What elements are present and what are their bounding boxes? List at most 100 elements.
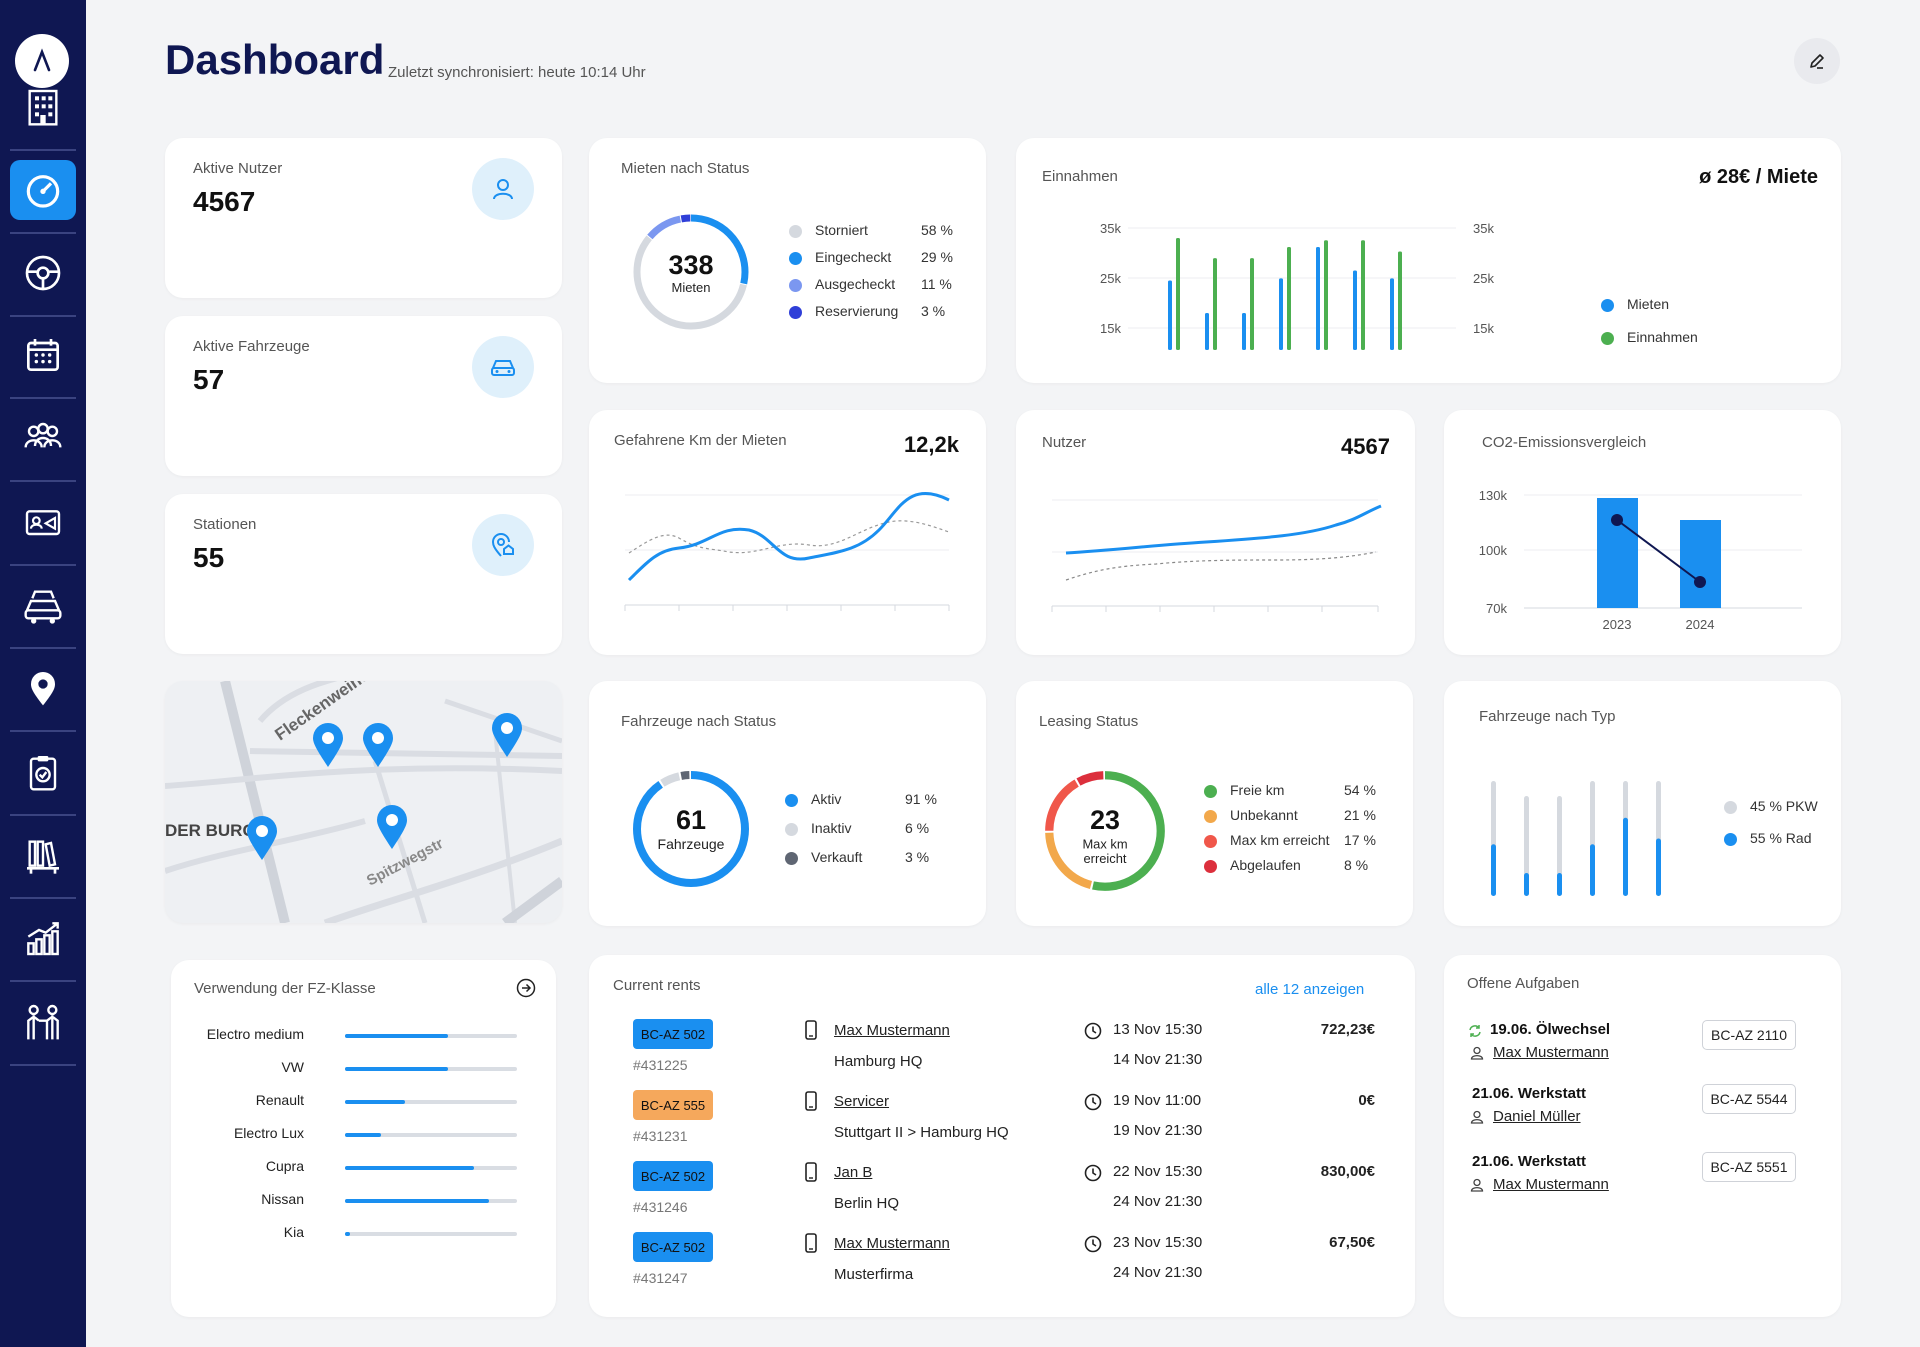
rents-total: 338 bbox=[668, 250, 713, 280]
leasing-total: 23 bbox=[1090, 805, 1120, 835]
rent-user-link[interactable]: Jan B bbox=[834, 1164, 873, 1181]
sidebar-item-people[interactable] bbox=[10, 992, 76, 1052]
rent-user-link[interactable]: Servicer bbox=[834, 1093, 890, 1110]
sidebar-divider bbox=[10, 730, 76, 732]
type-bar-rad bbox=[1590, 844, 1595, 896]
card-title: Leasing Status bbox=[1039, 713, 1139, 730]
users-line-chart bbox=[1051, 499, 1382, 612]
task-user-link[interactable]: Max Mustermann bbox=[1493, 1176, 1609, 1193]
rent-id: #431247 bbox=[633, 1270, 688, 1286]
show-all-link[interactable]: alle 12 anzeigen bbox=[1255, 981, 1365, 998]
calendar-icon bbox=[27, 339, 59, 371]
leasing-donut: 23 Max km erreicht bbox=[1045, 771, 1165, 891]
donut-segment bbox=[633, 214, 749, 330]
kpi-value: 4567 bbox=[193, 186, 256, 217]
y-tick: 130k bbox=[1479, 488, 1508, 503]
station-pin-icon[interactable] bbox=[363, 723, 393, 767]
usage-bar bbox=[345, 1199, 517, 1203]
income-bar-einnahmen bbox=[1213, 258, 1217, 350]
kpi-label: Stationen bbox=[193, 516, 257, 533]
task-user-link[interactable]: Daniel Müller bbox=[1493, 1108, 1581, 1125]
sidebar-divider bbox=[10, 232, 76, 234]
usage-bar bbox=[345, 1133, 517, 1137]
open-arrow-button[interactable] bbox=[516, 978, 536, 1003]
map-canvas[interactable]: Fleckenweine Spitzwegstr DER BURG bbox=[165, 681, 562, 923]
station-pin-icon[interactable] bbox=[313, 723, 343, 767]
card-title: Offene Aufgaben bbox=[1467, 975, 1580, 992]
street-label: Spitzwegstr bbox=[364, 835, 446, 890]
usage-label: Nissan bbox=[261, 1191, 304, 1207]
pencil-icon bbox=[1810, 54, 1824, 69]
sidebar-item-id-card[interactable] bbox=[10, 492, 76, 552]
sidebar-item-clipboard-check[interactable] bbox=[10, 742, 76, 802]
phone-icon bbox=[805, 1233, 817, 1253]
sidebar-divider bbox=[10, 397, 76, 399]
sidebar-item-cars[interactable] bbox=[10, 575, 76, 635]
rent-price: 67,50€ bbox=[1329, 1234, 1375, 1251]
type-bar-track bbox=[1557, 796, 1562, 896]
income-bar-mieten bbox=[1168, 280, 1172, 350]
phone-icon bbox=[805, 1162, 817, 1182]
usage-label: Renault bbox=[255, 1092, 304, 1108]
income-bar-mieten bbox=[1390, 278, 1394, 350]
rent-end: 14 Nov 21:30 bbox=[1113, 1051, 1203, 1068]
sidebar-item-bar-chart[interactable] bbox=[10, 908, 76, 968]
card-title: Fahrzeuge nach Status bbox=[621, 713, 777, 730]
rents-donut: 338 Mieten bbox=[633, 214, 749, 330]
rent-user-link[interactable]: Max Mustermann bbox=[834, 1022, 950, 1039]
app-logo[interactable] bbox=[15, 34, 69, 88]
rent-price: 722,23€ bbox=[1320, 1021, 1375, 1038]
type-bar-rad bbox=[1491, 844, 1496, 896]
card-title: Gefahrene Km der Mieten bbox=[614, 432, 787, 449]
income-bar-mieten bbox=[1353, 270, 1357, 350]
sidebar-item-location-pin[interactable] bbox=[10, 658, 76, 718]
task-user-link[interactable]: Max Mustermann bbox=[1493, 1044, 1609, 1061]
y-tick: 100k bbox=[1479, 543, 1508, 558]
x-tick: 2024 bbox=[1686, 617, 1715, 632]
sidebar-item-building[interactable] bbox=[10, 77, 76, 137]
sync-status: Zuletzt synchronisiert: heute 10:14 Uhr bbox=[388, 64, 646, 81]
sidebar-divider bbox=[10, 564, 76, 566]
usage-label: Kia bbox=[283, 1224, 304, 1240]
kpi-card-vehicles[interactable]: Aktive Fahrzeuge 57 bbox=[165, 316, 562, 476]
income-bar-einnahmen bbox=[1287, 246, 1291, 350]
sidebar bbox=[0, 0, 86, 1347]
kpi-card-users[interactable]: Aktive Nutzer 4567 bbox=[165, 138, 562, 298]
rent-end: 24 Nov 21:30 bbox=[1113, 1264, 1203, 1281]
rent-id: #431246 bbox=[633, 1199, 688, 1215]
rent-location: Musterfirma bbox=[834, 1266, 914, 1283]
plate-badge: BC-AZ 5551 bbox=[1702, 1152, 1796, 1182]
task-title: 21.06. Werkstatt bbox=[1472, 1085, 1586, 1102]
kpi-card-stations[interactable]: Stationen 55 bbox=[165, 494, 562, 654]
card-current-rents: Current rents alle 12 anzeigen BC-AZ 502… bbox=[589, 955, 1415, 1317]
km-total: 12,2k bbox=[903, 432, 959, 457]
sidebar-divider bbox=[10, 480, 76, 482]
sidebar-divider bbox=[10, 315, 76, 317]
rent-id: #431231 bbox=[633, 1128, 688, 1144]
station-pin-icon[interactable] bbox=[377, 805, 407, 849]
stations-map[interactable]: Fleckenweine Spitzwegstr DER BURG bbox=[165, 681, 562, 923]
rent-location: Hamburg HQ bbox=[834, 1053, 923, 1070]
sidebar-item-users-group[interactable] bbox=[10, 408, 76, 468]
sidebar-item-steering-wheel[interactable] bbox=[10, 243, 76, 303]
cars-icon bbox=[24, 590, 62, 624]
sidebar-item-library[interactable] bbox=[10, 825, 76, 885]
sidebar-item-speedometer[interactable] bbox=[10, 160, 76, 220]
arrow-circle-icon bbox=[516, 978, 536, 998]
type-bar-rad bbox=[1623, 817, 1628, 896]
station-pin-icon[interactable] bbox=[247, 816, 277, 860]
income-bar-einnahmen bbox=[1250, 258, 1254, 350]
people-icon bbox=[27, 1004, 59, 1040]
usage-bar bbox=[345, 1034, 517, 1038]
rent-id: #431225 bbox=[633, 1057, 688, 1073]
edit-dashboard-button[interactable] bbox=[1794, 38, 1840, 84]
usage-label: VW bbox=[281, 1059, 304, 1075]
usage-bar bbox=[345, 1166, 517, 1170]
user-icon bbox=[1470, 1046, 1484, 1060]
plate-badge: BC-AZ 502 bbox=[633, 1161, 713, 1191]
sidebar-item-calendar[interactable] bbox=[10, 325, 76, 385]
station-pin-icon[interactable] bbox=[492, 713, 522, 757]
sidebar-divider bbox=[10, 1064, 76, 1066]
rent-user-link[interactable]: Max Mustermann bbox=[834, 1235, 950, 1252]
card-title: Mieten nach Status bbox=[621, 160, 750, 177]
